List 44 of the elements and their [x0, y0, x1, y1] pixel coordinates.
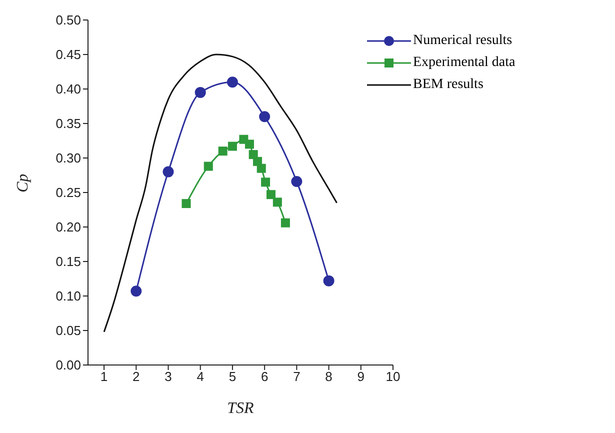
point: [261, 178, 270, 187]
x-tick-label: 3: [164, 369, 172, 384]
y-tick-label: 0.05: [56, 323, 81, 338]
x-tick-label: 4: [196, 369, 204, 384]
line-series: [103, 54, 338, 333]
point: [266, 190, 276, 200]
point: [244, 140, 254, 149]
point: [323, 275, 334, 286]
point: [272, 198, 282, 207]
point: [130, 286, 142, 297]
y-axis-title: Cp: [14, 174, 32, 192]
point: [291, 176, 302, 187]
y-tick-label: 0.00: [56, 358, 81, 373]
legend-label: Numerical results: [413, 33, 512, 49]
point: [218, 146, 228, 156]
y-tick-label: 0.40: [56, 82, 81, 97]
point: [228, 142, 237, 151]
point: [162, 166, 174, 178]
x-tick-label: 7: [293, 369, 300, 384]
x-tick-label: 6: [260, 369, 268, 384]
y-tick-label: 0.25: [56, 185, 81, 200]
point: [256, 164, 266, 173]
point: [226, 76, 238, 88]
x-tick-label: 8: [325, 369, 332, 384]
y-tick-label: 0.50: [56, 12, 81, 28]
x-axis-title: TSR: [227, 400, 254, 417]
y-tick-label: 0.35: [56, 116, 81, 132]
point: [280, 218, 290, 228]
x-tick-label: 5: [228, 369, 236, 384]
x-tick-label: 10: [386, 369, 400, 384]
point: [259, 111, 270, 122]
x-tick-label: 9: [357, 369, 365, 384]
y-tick-label: 0.45: [56, 47, 81, 62]
legend-label: BEM results: [413, 77, 484, 93]
x-tick-label: 1: [100, 369, 108, 384]
point: [194, 86, 206, 98]
y-tick-label: 0.15: [56, 254, 81, 270]
point: [182, 199, 191, 208]
y-tick-label: 0.10: [56, 288, 81, 304]
x-tick-label: 2: [132, 369, 140, 384]
y-tick-label: 0.20: [56, 220, 81, 235]
y-tick-label: 0.30: [56, 150, 81, 166]
point: [204, 162, 213, 171]
legend-label: Experimental data: [413, 55, 516, 71]
